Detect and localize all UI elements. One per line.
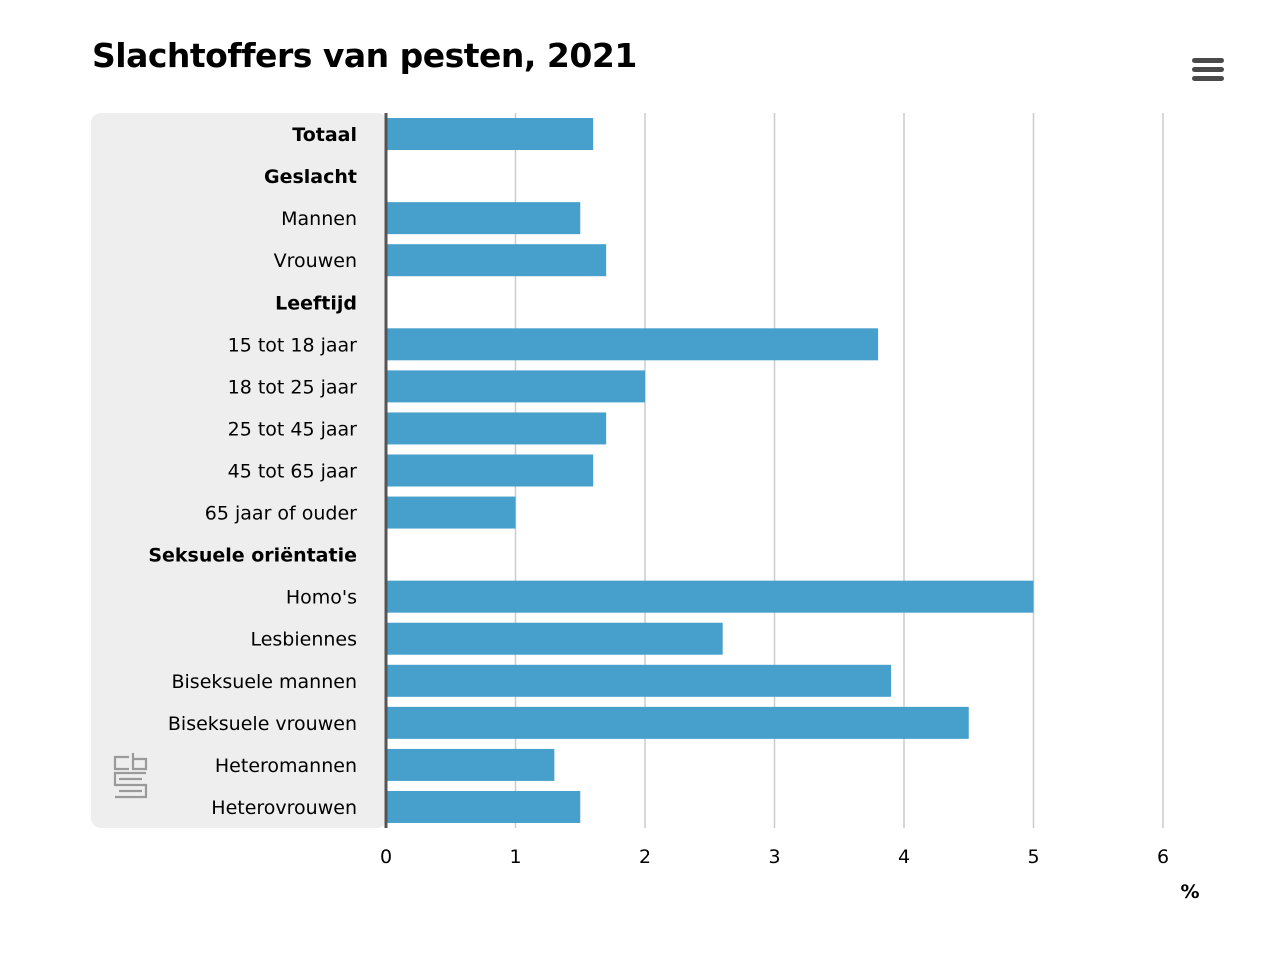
bar[interactable]	[387, 748, 555, 781]
category-label: Mannen	[281, 208, 357, 230]
bar[interactable]	[387, 412, 607, 445]
menu-line	[1192, 76, 1224, 81]
category-label: Homo's	[286, 587, 357, 609]
menu-line	[1192, 67, 1224, 72]
bar[interactable]	[387, 790, 581, 823]
bar[interactable]	[387, 580, 1034, 613]
x-tick-label: 5	[1027, 846, 1039, 868]
category-label: 18 tot 25 jaar	[228, 376, 358, 398]
category-labels: Totaal Geslacht Mannen Vrouwen Leeftijd 15 to…	[148, 124, 357, 819]
bar[interactable]	[387, 328, 879, 361]
category-label: Leeftijd	[275, 292, 357, 314]
category-label: 15 tot 18 jaar	[228, 334, 358, 356]
category-label: Vrouwen	[274, 250, 357, 272]
x-unit-label: %	[1180, 881, 1199, 903]
bar[interactable]	[387, 706, 969, 739]
x-tick-label: 1	[509, 846, 521, 868]
category-label: Lesbiennes	[250, 629, 357, 651]
category-label-panel	[91, 113, 387, 828]
category-label: Biseksuele vrouwen	[168, 713, 357, 735]
bar[interactable]	[387, 664, 892, 697]
cbs-logo	[113, 753, 148, 799]
bar[interactable]	[387, 454, 594, 487]
category-label: 45 tot 65 jaar	[228, 461, 358, 483]
category-label: Seksuele oriëntatie	[148, 545, 357, 567]
category-label: Geslacht	[264, 166, 357, 188]
bar[interactable]	[387, 496, 516, 529]
hamburger-menu-button[interactable]	[1190, 56, 1226, 84]
x-tick-label: 2	[639, 846, 651, 868]
x-tick-label: 3	[768, 846, 780, 868]
x-tick-label: 0	[380, 846, 392, 868]
bar[interactable]	[387, 202, 581, 235]
x-tick-labels: 0 1 2 3 4 5 6	[380, 846, 1169, 868]
menu-line	[1192, 58, 1224, 63]
category-label: 65 jaar of ouder	[205, 503, 357, 525]
chart-title: Slachtoffers van pesten, 2021	[92, 36, 637, 75]
bar[interactable]	[387, 118, 594, 151]
category-label: Heteromannen	[215, 755, 357, 777]
x-tick-label: 6	[1157, 846, 1169, 868]
category-label: Biseksuele mannen	[171, 671, 357, 693]
bar[interactable]	[387, 370, 645, 403]
category-label: Heterovrouwen	[211, 797, 357, 819]
bar[interactable]	[387, 622, 723, 655]
bars	[387, 118, 1034, 823]
category-label: 25 tot 45 jaar	[228, 418, 358, 440]
x-tick-label: 4	[898, 846, 910, 868]
bar[interactable]	[387, 244, 607, 277]
category-label: Totaal	[292, 124, 357, 146]
